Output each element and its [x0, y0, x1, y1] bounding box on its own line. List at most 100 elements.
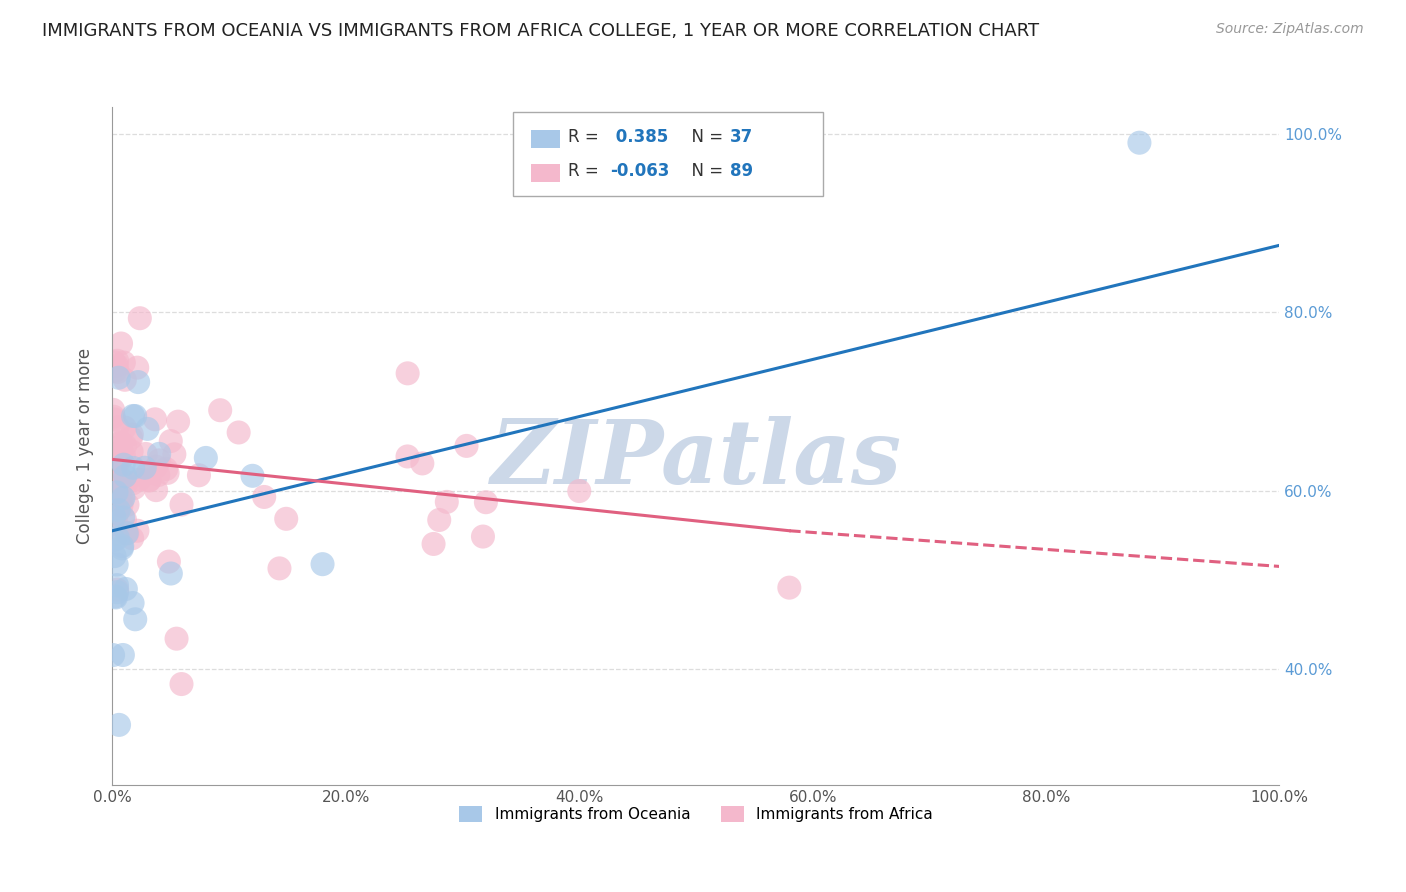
Point	[166, 632, 188, 646]
Point	[209, 403, 232, 417]
Point	[114, 373, 136, 387]
Text: 89: 89	[730, 162, 752, 180]
Point	[427, 513, 450, 527]
Point	[135, 447, 157, 461]
Point	[103, 355, 125, 369]
Point	[107, 503, 129, 517]
Point	[122, 481, 145, 495]
Text: Source: ZipAtlas.com: Source: ZipAtlas.com	[1216, 22, 1364, 37]
Point	[104, 590, 127, 604]
Point	[115, 475, 138, 490]
Point	[1128, 136, 1150, 150]
Text: 37: 37	[730, 128, 754, 146]
Point	[136, 422, 159, 436]
Point	[127, 524, 149, 538]
Point	[156, 466, 179, 480]
Point	[472, 530, 495, 544]
Point	[128, 473, 150, 487]
Point	[112, 510, 135, 524]
Point	[121, 596, 143, 610]
Point	[107, 365, 129, 379]
Point	[111, 539, 134, 553]
Point	[104, 467, 127, 481]
Point	[122, 461, 145, 475]
Text: R =: R =	[568, 128, 605, 146]
Point	[110, 483, 132, 498]
Point	[105, 359, 128, 373]
Point	[110, 336, 132, 351]
Point	[170, 677, 193, 691]
Point	[122, 409, 145, 423]
Point	[101, 473, 124, 487]
Point	[148, 453, 170, 467]
Point	[104, 591, 127, 605]
Point	[117, 525, 139, 540]
Point	[105, 456, 128, 470]
Point	[136, 467, 159, 481]
Point	[105, 585, 128, 599]
Point	[105, 507, 128, 521]
Point	[112, 355, 135, 369]
Point	[107, 420, 129, 434]
Point	[114, 439, 136, 453]
Point	[276, 512, 298, 526]
Point	[148, 467, 170, 482]
Point	[159, 434, 181, 448]
Text: ZIPatlas: ZIPatlas	[491, 417, 901, 503]
Point	[105, 578, 128, 592]
Point	[127, 360, 149, 375]
Point	[103, 412, 125, 426]
Text: -0.063: -0.063	[610, 162, 669, 180]
Point	[124, 612, 146, 626]
Point	[253, 490, 276, 504]
Point	[134, 460, 156, 475]
Point	[114, 513, 136, 527]
Point	[108, 494, 131, 508]
Point	[396, 450, 419, 464]
Point	[120, 431, 142, 445]
Point	[111, 494, 134, 508]
Point	[121, 476, 143, 491]
Point	[311, 557, 333, 571]
Point	[105, 448, 128, 462]
Point	[111, 648, 134, 662]
Point	[121, 444, 143, 458]
Point	[115, 526, 138, 541]
Point	[111, 541, 134, 556]
Point	[148, 447, 170, 461]
Point	[110, 452, 132, 467]
Text: 0.385: 0.385	[610, 128, 668, 146]
Point	[170, 498, 193, 512]
Point	[107, 440, 129, 454]
Point	[422, 537, 444, 551]
Point	[103, 481, 125, 495]
Point	[114, 469, 136, 483]
Text: R =: R =	[568, 162, 605, 180]
Point	[110, 498, 132, 512]
Point	[105, 462, 128, 476]
Point	[108, 718, 131, 732]
Point	[110, 437, 132, 451]
Point	[117, 498, 139, 512]
Point	[143, 412, 166, 426]
Point	[105, 485, 128, 500]
Point	[568, 483, 591, 498]
Point	[101, 402, 124, 417]
Point	[115, 582, 138, 596]
Point	[157, 555, 180, 569]
Point	[105, 448, 128, 462]
Point	[396, 367, 419, 381]
Point	[128, 311, 150, 326]
Point	[112, 491, 135, 505]
Point	[103, 409, 125, 424]
Point	[105, 558, 128, 572]
Point	[436, 495, 458, 509]
Text: N =: N =	[681, 128, 728, 146]
Point	[456, 439, 478, 453]
Point	[163, 447, 186, 461]
Text: N =: N =	[681, 162, 728, 180]
Text: IMMIGRANTS FROM OCEANIA VS IMMIGRANTS FROM AFRICA COLLEGE, 1 YEAR OR MORE CORREL: IMMIGRANTS FROM OCEANIA VS IMMIGRANTS FR…	[42, 22, 1039, 40]
Point	[103, 492, 125, 507]
Point	[112, 458, 135, 472]
Point	[145, 459, 167, 474]
